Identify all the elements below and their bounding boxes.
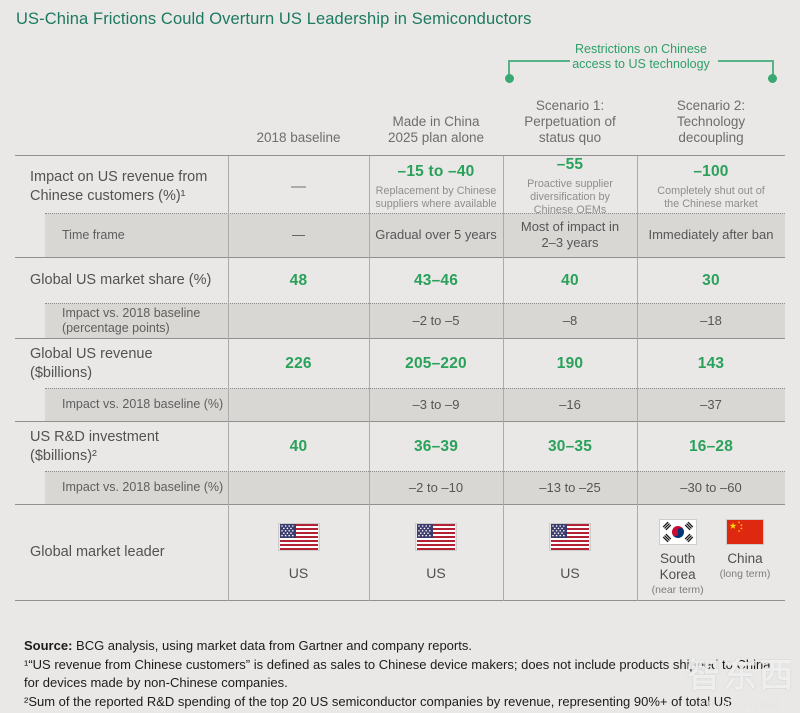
footnotes: Source: BCG analysis, using market data …	[24, 637, 776, 713]
bracket-dot-right	[768, 74, 777, 83]
us-flag-icon	[417, 524, 455, 550]
cell-scenario2: Immediately after ban	[648, 227, 774, 242]
column-header-scenario-2: Scenario 2: Technology decoupling	[676, 98, 746, 145]
cell-scenario1: –16	[559, 396, 581, 412]
bracket-drop-left	[508, 60, 510, 77]
sub-row-impact-pct: Impact vs. 2018 baseline (%) –2 to –10 –…	[15, 471, 785, 505]
sub-row-label: Impact vs. 2018 baseline (%)	[62, 397, 224, 411]
cell-mic2025: 43–46	[413, 271, 459, 289]
table-row: Global US market share (%) 48 43–46 40 3…	[15, 258, 785, 303]
cell-baseline	[228, 471, 369, 504]
table-row: Impact on US revenue from Chinese custom…	[15, 156, 785, 216]
cell-mic2025: –15 to –40 Replacement by Chinese suppli…	[375, 162, 497, 210]
cell-scenario2: –100 Completely shut out of the Chinese …	[657, 162, 765, 210]
column-divider	[503, 156, 504, 601]
column-header-made-in-china-2025: Made in China 2025 plan alone	[387, 114, 485, 145]
leader-label: South Korea	[659, 551, 696, 582]
cell-baseline: —	[291, 178, 306, 195]
leader-label: US	[288, 565, 309, 581]
cell-scenario1: –55 Proactive supplier diversification b…	[527, 156, 613, 216]
cell-mic2025: 36–39	[413, 437, 459, 455]
row-label-revenue-impact: Impact on US revenue from Chinese custom…	[30, 168, 208, 204]
dotted-divider	[45, 471, 785, 472]
column-header-2018-baseline: 2018 baseline	[256, 130, 341, 145]
source-text: BCG analysis, using market data from Gar…	[72, 638, 472, 653]
sub-row-time-frame: Time frame — Gradual over 5 years Most o…	[15, 213, 785, 258]
leader-label: US	[560, 565, 580, 581]
comparison-table: 2018 baseline Made in China 2025 plan al…	[15, 90, 785, 601]
column-divider	[369, 156, 370, 601]
source-label: Source:	[24, 638, 73, 653]
cell-mic2025: Gradual over 5 years	[375, 227, 497, 242]
bracket-label: Restrictions on Chinese access to US tec…	[572, 42, 710, 71]
dotted-divider	[45, 388, 785, 389]
cell-scenario2: South Korea (near term) Ch	[637, 505, 785, 600]
sub-row-impact-pct: Impact vs. 2018 baseline (%) –3 to –9 –1…	[15, 388, 785, 422]
row-label-rd-investment: US R&D investment ($billions)²	[30, 428, 159, 464]
footnote-2: ²Sum of the reported R&D spending of the…	[24, 693, 732, 713]
row-label-revenue: Global US revenue ($billions)	[30, 345, 153, 381]
cell-scenario1: Most of impact in 2–3 years	[520, 219, 620, 250]
leader-south-korea: South Korea (near term)	[652, 520, 704, 596]
sub-row-label: Impact vs. 2018 baseline (%)	[62, 480, 224, 494]
cell-baseline: 48	[289, 271, 308, 289]
china-flag-icon	[726, 520, 763, 544]
header-row: 2018 baseline Made in China 2025 plan al…	[15, 90, 785, 156]
footnote-1: ¹“US revenue from Chinese customers” is …	[24, 656, 771, 691]
cell-scenario2: 143	[697, 354, 725, 372]
south-korea-flag-icon	[659, 520, 696, 544]
cell-baseline: 40	[289, 437, 308, 455]
leader-label: China	[727, 551, 763, 566]
dotted-divider	[45, 213, 785, 214]
cell-mic2025: 205–220	[405, 354, 467, 372]
cell-baseline	[228, 303, 369, 338]
page-title: US-China Frictions Could Overturn US Lea…	[16, 10, 532, 28]
source-line: Source: BCG analysis, using market data …	[24, 637, 776, 656]
sub-row-label: Impact vs. 2018 baseline (percentage poi…	[62, 305, 201, 335]
table-row: US R&D investment ($billions)² 40 36–39 …	[15, 422, 785, 471]
cell-baseline	[228, 388, 369, 421]
cell-scenario1: 190	[556, 354, 584, 372]
us-flag-icon	[551, 524, 589, 550]
bracket-line-right	[718, 60, 774, 62]
cell-scenario1: –13 to –25	[539, 479, 601, 495]
leader-label: US	[426, 565, 446, 581]
cell-mic2025: –2 to –5	[412, 312, 460, 328]
cell-scenario2: –30 to –60	[680, 479, 742, 495]
dotted-divider	[45, 303, 785, 304]
column-divider	[228, 156, 229, 601]
cell-scenario1: –8	[562, 312, 578, 328]
column-header-scenario-1: Scenario 1: Perpetuation of status quo	[524, 98, 616, 145]
market-leader-row: Global market leader US US	[15, 505, 785, 601]
restrictions-bracket: Restrictions on Chinese access to US tec…	[505, 42, 777, 86]
sub-row-impact-pp: Impact vs. 2018 baseline (percentage poi…	[15, 303, 785, 339]
leader-term: (long term)	[719, 568, 771, 580]
cell-mic2025: US	[369, 505, 503, 600]
sub-row-label: Time frame	[62, 227, 125, 242]
cell-mic2025: –2 to –10	[408, 479, 464, 495]
leader-china: China (long term)	[719, 520, 771, 580]
column-divider	[637, 156, 638, 601]
table-row: Global US revenue ($billions) 226 205–22…	[15, 339, 785, 388]
cell-scenario2: –37	[700, 396, 722, 412]
bracket-dot-left	[505, 74, 514, 83]
cell-baseline: US	[228, 505, 369, 600]
header-spacer	[15, 90, 228, 155]
cell-scenario2: 16–28	[688, 437, 734, 455]
bracket-drop-right	[772, 60, 774, 77]
cell-scenario2: 30	[702, 271, 720, 289]
cell-scenario1: 30–35	[547, 437, 593, 455]
us-flag-icon	[279, 524, 318, 550]
cell-scenario1: 40	[561, 271, 579, 289]
row-label-market-leader: Global market leader	[30, 544, 165, 560]
row-label-market-share: Global US market share (%)	[30, 272, 212, 288]
cell-scenario1: US	[503, 505, 637, 600]
cell-baseline: —	[292, 227, 305, 242]
cell-baseline: 226	[285, 354, 312, 372]
leader-term: (near term)	[651, 584, 704, 596]
cell-scenario2: –18	[700, 312, 722, 328]
bracket-line-left	[508, 60, 570, 62]
cell-mic2025: –3 to –9	[412, 396, 460, 412]
